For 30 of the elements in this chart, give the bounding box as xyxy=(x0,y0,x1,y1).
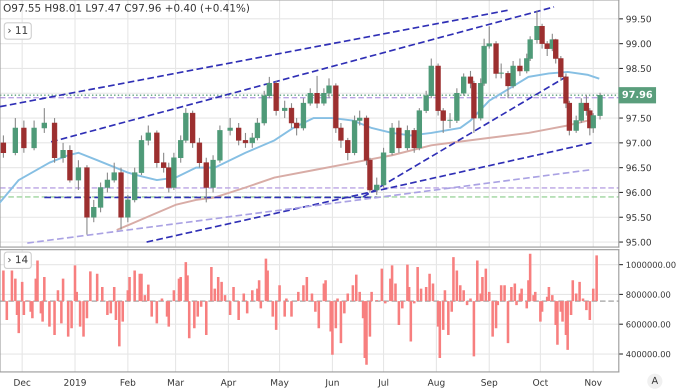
x-tick-label: Oct xyxy=(533,378,548,386)
x-tick-label: Jun xyxy=(324,379,339,388)
x-tick-label: Dec xyxy=(14,379,30,386)
y-tick-label: 95.50 xyxy=(626,214,651,221)
y-tick-label: 99.50 xyxy=(626,16,651,22)
x-tick-label: Jul xyxy=(378,378,388,388)
y-tick-label: 800000.00 xyxy=(626,291,670,298)
y-tick-label: 99.00 xyxy=(626,40,651,48)
x-tick-label: Aug xyxy=(428,379,444,388)
x-tick-label: Feb xyxy=(120,378,136,386)
text: A xyxy=(652,376,658,384)
y-tick-label: 97.00 xyxy=(626,140,651,146)
y-tick-label: 96.50 xyxy=(626,164,651,172)
y-tick-label: 1000000.00 xyxy=(626,262,676,268)
y-tick-label: 98.50 xyxy=(626,65,651,72)
y-tick-label: 95.00 xyxy=(626,238,651,246)
y-tick-label: 400000.00 xyxy=(626,350,670,358)
y-tick-label: 96.00 xyxy=(626,189,651,196)
x-tick-label: 2019 xyxy=(64,378,86,386)
x-tick-label: Mar xyxy=(168,379,184,386)
x-tick-label: May xyxy=(271,379,289,388)
y-tick-label: 600000.00 xyxy=(626,321,670,328)
x-tick-label: Sep xyxy=(481,378,498,388)
annotation: › 11 xyxy=(8,26,28,34)
annotation: O97.55 H98.01 L97.47 C97.96 +0.40 (+0.41%) xyxy=(4,4,250,13)
x-tick-label: Apr xyxy=(220,379,236,388)
x-tick-label: Nov xyxy=(585,379,602,386)
ref-line-label: 97.96 xyxy=(622,90,652,98)
y-tick-label: 97.50 xyxy=(626,114,651,122)
annotation: › 14 xyxy=(8,256,28,264)
